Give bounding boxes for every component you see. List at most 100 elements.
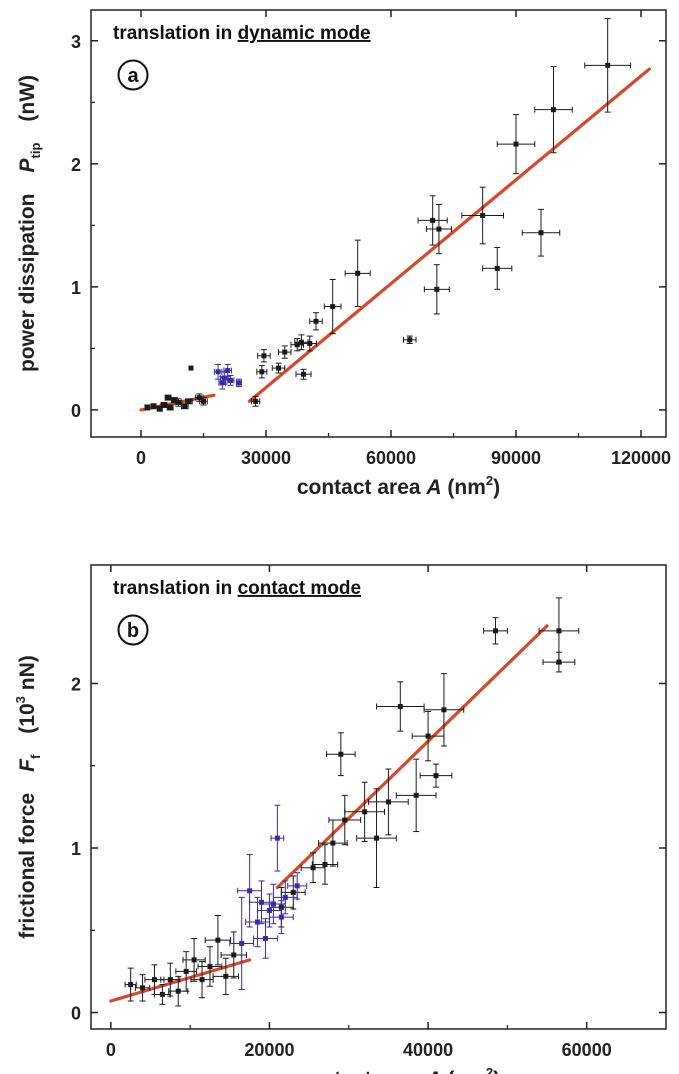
data-point — [278, 345, 292, 359]
y-label-unit-close: nN) — [16, 655, 39, 696]
marker — [165, 395, 171, 401]
x-axis-label: contact area A (nm2) — [297, 473, 500, 499]
fit-line — [247, 67, 651, 403]
marker — [430, 217, 436, 223]
y-axis-label: frictional force Ff (103 nN) — [13, 655, 43, 938]
marker — [385, 799, 391, 805]
data-point — [423, 264, 450, 315]
marker — [294, 883, 300, 889]
panel-title-prefix: translation in — [113, 578, 238, 599]
marker — [413, 792, 419, 798]
marker — [199, 977, 205, 983]
marker — [425, 733, 431, 739]
marker — [201, 398, 206, 404]
marker — [310, 865, 316, 871]
marker — [144, 404, 150, 410]
data-point — [212, 957, 240, 995]
data-point — [160, 962, 181, 997]
panel-letter: b — [127, 620, 139, 642]
data-point — [271, 362, 286, 374]
marker — [262, 936, 268, 942]
data-point — [253, 918, 278, 959]
y-label-text: power dissipation — [16, 194, 39, 373]
data-point — [419, 763, 453, 788]
y-label-space — [16, 122, 39, 143]
data-point — [270, 804, 285, 872]
panel-b: 0 20000 40000 60000 0 1 2 translation in contac… — [13, 564, 667, 1074]
marker — [255, 919, 261, 925]
data-point — [124, 967, 137, 1002]
x-tick-label: 60000 — [562, 1040, 612, 1060]
x-label-var: A — [425, 1068, 441, 1074]
marker — [307, 340, 313, 346]
marker — [434, 286, 440, 292]
marker — [215, 369, 221, 375]
marker — [342, 817, 348, 823]
data-point — [344, 781, 385, 842]
data-point — [423, 673, 465, 747]
marker — [236, 380, 242, 386]
marker — [259, 369, 265, 375]
data-point — [257, 349, 271, 363]
marker — [538, 230, 544, 236]
data-point — [323, 278, 342, 335]
marker — [397, 704, 403, 710]
marker — [128, 982, 134, 988]
data-point — [584, 18, 632, 113]
marker — [494, 265, 500, 271]
y-label-text: frictional force — [16, 793, 39, 939]
marker — [207, 963, 213, 969]
marker — [330, 840, 336, 846]
panel-title-mode: contact mode — [238, 578, 362, 599]
marker — [239, 940, 245, 946]
y-label-var: P — [16, 158, 39, 173]
data-point — [153, 984, 171, 1005]
marker — [513, 141, 519, 147]
marker — [551, 107, 556, 113]
data-point — [268, 900, 294, 935]
data-point — [328, 794, 362, 846]
x-tick-label: 20000 — [244, 1040, 294, 1060]
marker — [278, 914, 284, 920]
panel-title: translation in contact mode — [113, 578, 361, 599]
data-point — [287, 872, 308, 900]
data-point — [461, 186, 504, 245]
data-point — [326, 732, 356, 777]
panel-letter: a — [127, 65, 139, 87]
marker — [223, 973, 229, 979]
y-label-space — [16, 734, 39, 755]
marker — [374, 835, 380, 841]
x-axis-label: contact area A (nm2) — [297, 1065, 500, 1074]
data-point — [250, 395, 261, 407]
marker — [221, 375, 227, 381]
y-tick-label: 1 — [71, 839, 81, 859]
marker — [167, 404, 173, 410]
panel-a: 0 30000 60000 90000 120000 0 1 2 3 translation in… — [16, 9, 671, 499]
data-point — [311, 844, 339, 885]
marker — [266, 908, 272, 914]
x-label-unit-close: ) — [493, 1068, 500, 1074]
marker — [480, 213, 486, 219]
marker — [290, 889, 296, 895]
y-axis-label: power dissipation Ptip (nW) — [16, 75, 43, 372]
data-point — [534, 66, 573, 154]
marker — [186, 398, 192, 404]
marker — [191, 957, 197, 963]
marker — [433, 773, 439, 779]
y-label-unit-sup: 3 — [13, 696, 28, 703]
x-label-unit: (nm — [442, 1068, 486, 1074]
y-label-unit: (nW) — [16, 75, 39, 122]
marker — [261, 353, 267, 359]
x-label-var: A — [425, 476, 441, 499]
data-point — [213, 363, 223, 380]
y-label-var: F — [16, 758, 39, 772]
marker — [140, 985, 146, 991]
marker — [253, 398, 259, 404]
marker — [157, 406, 163, 412]
marker — [151, 403, 156, 409]
data-point — [411, 710, 445, 762]
panel-title-prefix: translation in — [113, 23, 238, 44]
data-point — [174, 398, 183, 407]
data-point — [376, 681, 425, 732]
